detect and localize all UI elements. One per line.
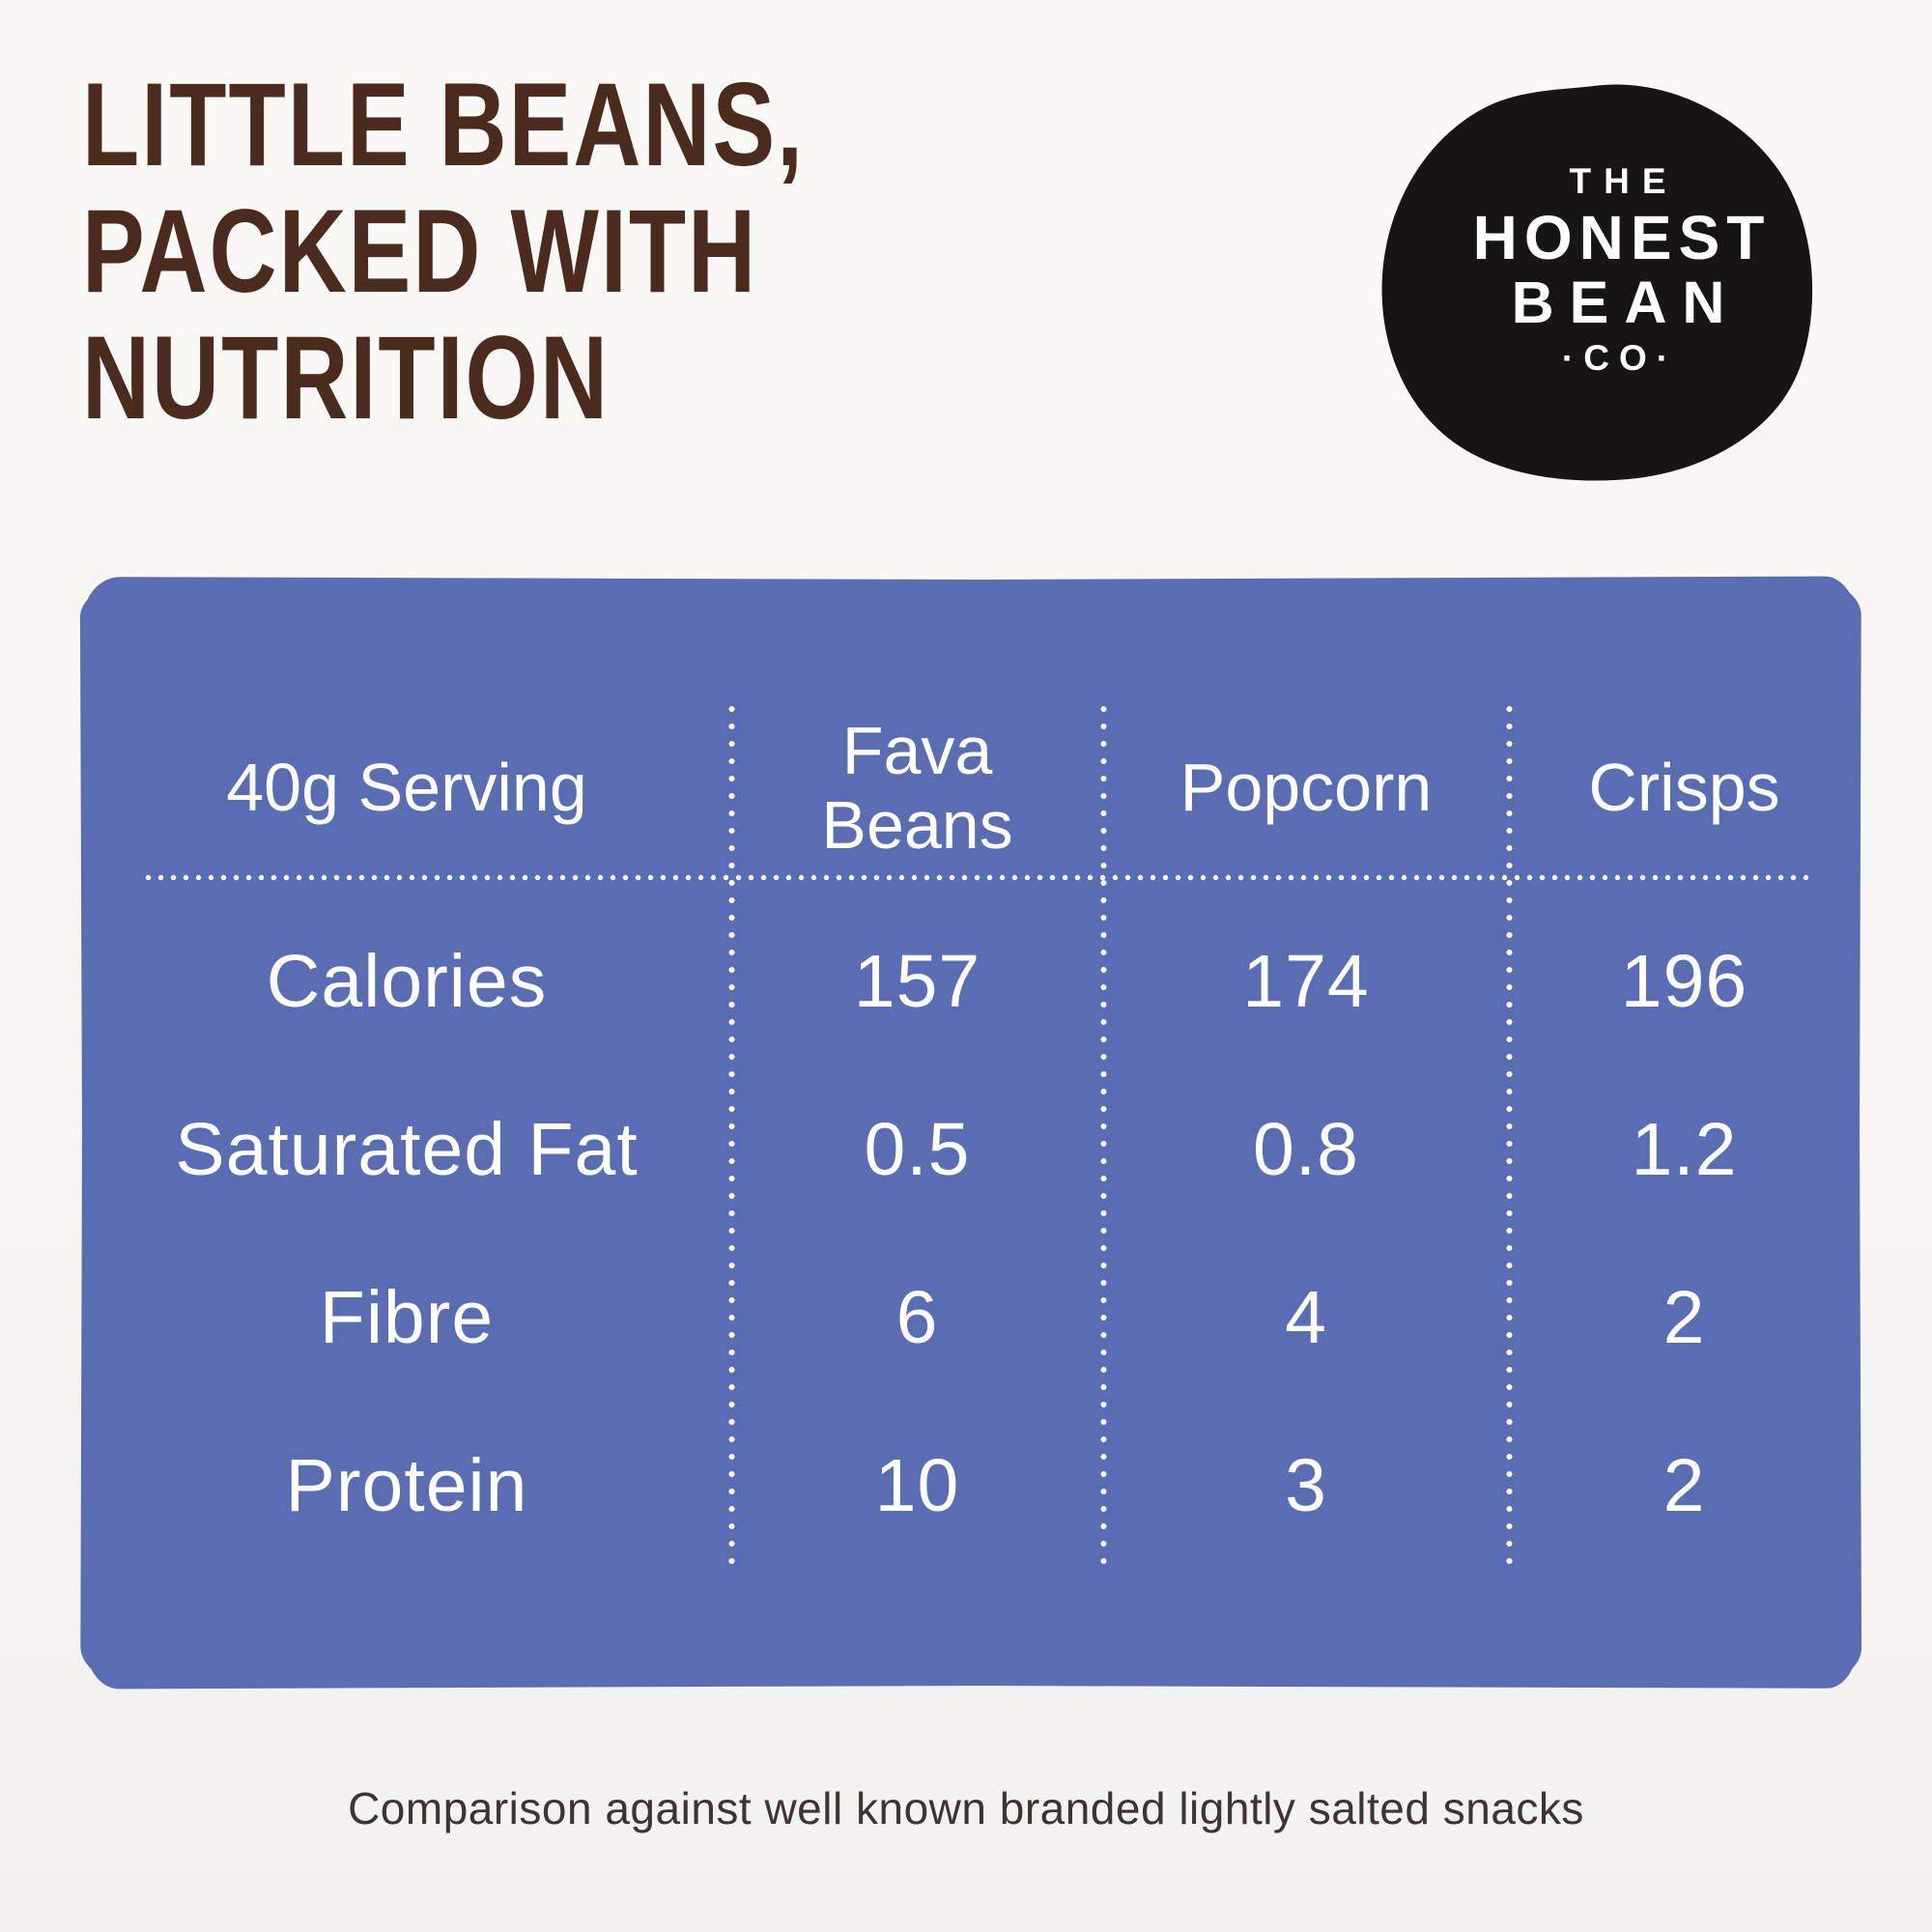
column-header-crisps: Crisps — [1588, 750, 1780, 825]
logo-blob-shape — [1381, 84, 1813, 481]
honest-bean-logo: THE HONEST BEAN ·CO· — [1381, 84, 1813, 481]
column-header-serving: 40g Serving — [226, 750, 587, 825]
cell-value: 0.5 — [864, 1108, 971, 1192]
headline-line-2: PACKED WITH — [82, 185, 758, 318]
column-header-fava-beans: Fava Beans — [731, 712, 1103, 863]
column-divider-dotted-line — [1100, 700, 1107, 1575]
cell-value: 1.2 — [1631, 1108, 1738, 1192]
row-label: Saturated Fat — [175, 1108, 639, 1192]
table-row-fibre: Fibre 6 4 2 — [82, 1235, 1860, 1403]
column-header-fava-beans-label: Fava Beans — [821, 712, 1013, 863]
cell-value: 4 — [1285, 1275, 1327, 1359]
header-divider-dotted-line — [142, 874, 1813, 881]
cell-value: 3 — [1285, 1443, 1327, 1527]
nutrition-comparison-table: 40g Serving Fava Beans Popcorn Crisps Ca… — [79, 576, 1862, 1690]
cell-value: 6 — [895, 1275, 939, 1359]
comparison-footnote: Comparison against well known branded li… — [348, 1783, 1584, 1833]
column-header-popcorn: Popcorn — [1179, 750, 1433, 825]
row-label: Fibre — [319, 1275, 495, 1359]
row-label: Protein — [285, 1443, 528, 1527]
table-content: 40g Serving Fava Beans Popcorn Crisps Ca… — [82, 580, 1860, 1686]
cell-value: 157 — [853, 940, 981, 1024]
page-title: LITTLE BEANS, PACKED WITH NUTRITION — [82, 58, 806, 444]
headline-line-1: LITTLE BEANS, — [82, 58, 806, 191]
column-divider-dotted-line — [1506, 700, 1513, 1575]
cell-value: 196 — [1620, 940, 1748, 1024]
logo-text-bean: BEAN — [1512, 270, 1741, 335]
headline-line-3: NUTRITION — [82, 311, 611, 444]
logo-text-honest: HONEST — [1473, 203, 1772, 272]
column-divider-dotted-line — [728, 700, 735, 1575]
cell-value: 0.8 — [1252, 1108, 1360, 1192]
table-row-saturated-fat: Saturated Fat 0.5 0.8 1.2 — [82, 1066, 1860, 1235]
table-row-calories: Calories 157 174 196 — [82, 898, 1860, 1066]
logo-text-the: THE — [1570, 161, 1679, 201]
table-row-protein: Protein 10 3 2 — [82, 1402, 1860, 1570]
cell-value: 2 — [1662, 1275, 1706, 1359]
row-label: Calories — [266, 940, 548, 1024]
logo-text-co: ·CO· — [1562, 338, 1678, 378]
cell-value: 174 — [1242, 940, 1370, 1024]
cell-value: 2 — [1662, 1443, 1706, 1527]
table-body: Calories 157 174 196 Saturated Fat 0.5 0… — [82, 898, 1860, 1570]
cell-value: 10 — [874, 1443, 960, 1527]
table-header-row: 40g Serving Fava Beans Popcorn Crisps — [82, 694, 1860, 882]
